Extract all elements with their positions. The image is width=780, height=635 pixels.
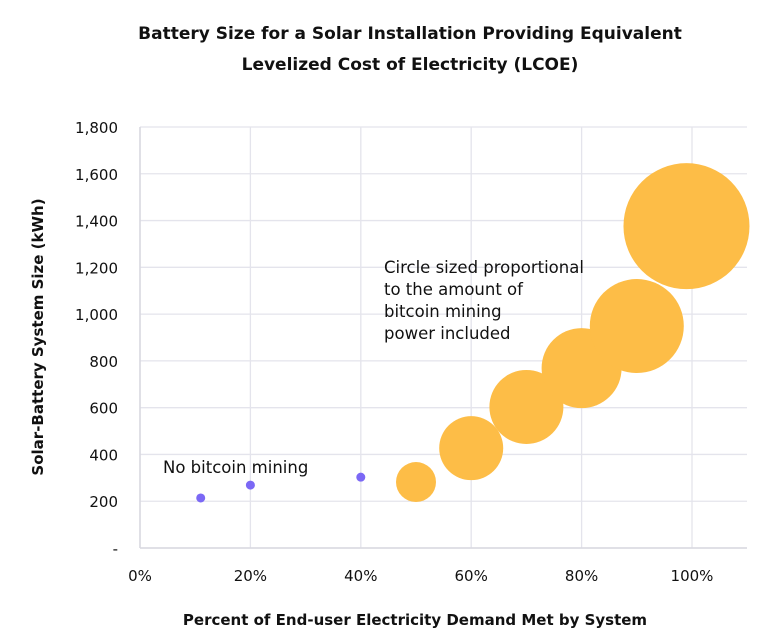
chart-title-line-2: Levelized Cost of Electricity (LCOE) <box>241 55 579 75</box>
x-tick-label: 20% <box>234 567 267 585</box>
mining-bubble <box>489 369 564 444</box>
x-axis-title: Percent of End-user Electricity Demand M… <box>183 611 647 629</box>
mining-bubble <box>439 416 504 481</box>
mining-bubble <box>396 462 436 503</box>
y-tick-label: 200 <box>89 493 118 511</box>
y-tick-label: - <box>113 540 118 558</box>
mining-bubble <box>589 279 684 374</box>
y-axis-title: Solar-Battery System Size (kWh) <box>29 198 47 475</box>
y-tick-label: 800 <box>89 353 118 371</box>
no-mining-point <box>196 493 206 503</box>
y-tick-label: 600 <box>89 400 118 418</box>
x-tick-label: 0% <box>128 567 152 585</box>
x-tick-label: 80% <box>565 567 598 585</box>
annotation-mining-line: Circle sized proportional <box>384 258 584 277</box>
y-tick-label: 1,200 <box>75 259 118 277</box>
x-tick-label: 40% <box>344 567 377 585</box>
annotation-no-mining: No bitcoin mining <box>163 458 309 477</box>
x-tick-label: 100% <box>671 567 714 585</box>
x-tick-label: 60% <box>455 567 488 585</box>
mining-bubble <box>623 163 750 290</box>
y-tick-label: 1,800 <box>75 119 118 137</box>
annotation-mining: Circle sized proportional to the amount … <box>384 257 584 345</box>
annotation-mining-line: bitcoin mining <box>384 302 502 321</box>
y-tick-label: 1,600 <box>75 166 118 184</box>
y-tick-label: 1,400 <box>75 213 118 231</box>
annotation-mining-line: to the amount of <box>384 280 523 299</box>
annotation-mining-line: power included <box>384 324 511 343</box>
no-mining-point <box>245 480 255 490</box>
y-tick-label: 1,000 <box>75 306 118 324</box>
y-tick-label: 400 <box>89 446 118 464</box>
no-mining-point <box>356 472 366 482</box>
chart-title-line-1: Battery Size for a Solar Installation Pr… <box>138 24 682 44</box>
